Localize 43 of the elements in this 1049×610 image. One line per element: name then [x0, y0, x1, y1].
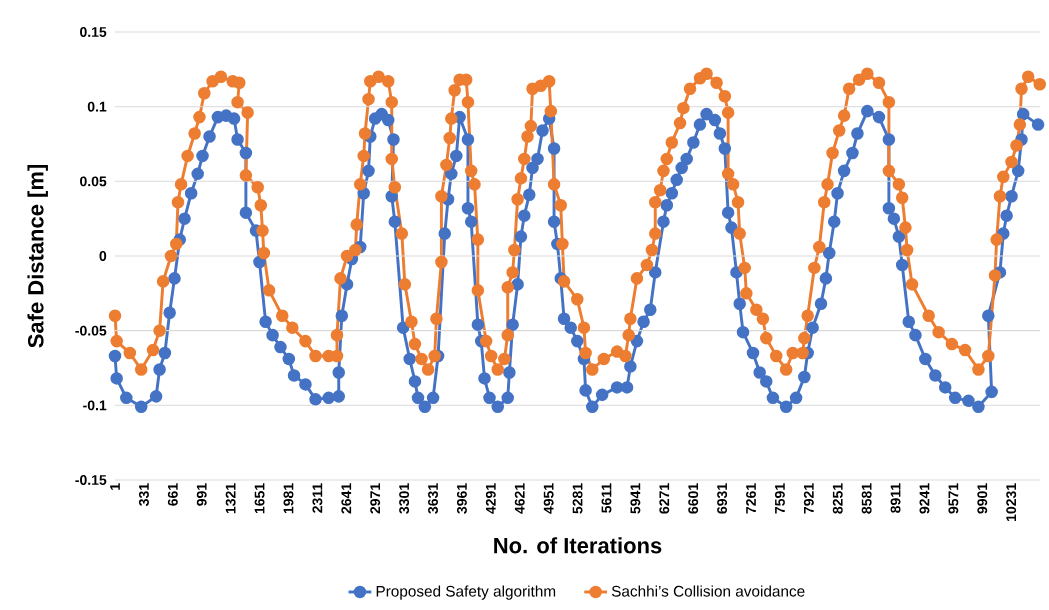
- x-tick-label: 7921: [803, 483, 814, 514]
- x-tick-label: 6601: [688, 483, 699, 514]
- x-tick-label: 4291: [485, 483, 496, 514]
- x-tick-label: 2641: [341, 483, 352, 514]
- x-tick-label: 9241: [919, 483, 930, 514]
- y-tick-label: -0.15: [75, 475, 107, 485]
- y-axis-title: Safe Distance [m]: [27, 164, 48, 348]
- x-tick-label: 8251: [832, 483, 843, 514]
- x-tick-label: 2311: [312, 483, 323, 513]
- y-tick-label: -0.1: [83, 400, 107, 411]
- x-tick-label: 7591: [774, 483, 785, 514]
- x-tick-label: 3961: [456, 483, 467, 514]
- x-tick-label: 9571: [948, 483, 959, 514]
- y-tick-label: 0.15: [80, 27, 107, 37]
- x-tick-label: 7261: [746, 483, 756, 514]
- legend-label: Proposed Safety algorithm: [376, 585, 556, 600]
- x-tick-label: 9901: [977, 483, 988, 514]
- x-tick-label: 6931: [717, 483, 728, 514]
- y-tick-label: 0: [99, 251, 107, 261]
- x-tick-label: 1651: [254, 483, 265, 514]
- y-tick-label: 0.1: [87, 101, 107, 112]
- x-tick-label: 5611: [601, 483, 612, 513]
- x-tick-label: 2971: [370, 483, 381, 514]
- x-tick-label: 3631: [428, 483, 438, 514]
- x-tick-label: 331: [138, 483, 149, 506]
- x-tick-label: 991: [196, 483, 207, 506]
- x-tick-label: 8911: [890, 483, 901, 513]
- x-tick-label: 4621: [514, 483, 525, 514]
- y-tick-label: -0.05: [75, 325, 107, 336]
- x-tick-label: 1: [110, 483, 120, 490]
- x-tick-label: 4951: [543, 483, 554, 514]
- x-tick-label: 5281: [572, 483, 583, 514]
- x-tick-label: 661: [167, 483, 178, 506]
- y-tick-label: 0.05: [80, 176, 107, 187]
- x-tick-label: 1981: [283, 483, 294, 514]
- x-axis-title: No. of Iterations: [494, 537, 662, 554]
- legend-label: Sachhi’s Collision avoidance: [611, 585, 805, 597]
- x-tick-label: 10231: [1006, 483, 1017, 521]
- x-tick-label: 1321: [225, 483, 236, 514]
- x-tick-label: 3301: [399, 483, 410, 514]
- x-tick-label: 6271: [659, 483, 670, 514]
- x-tick-label: 5941: [630, 483, 641, 514]
- x-tick-label: 8581: [861, 483, 872, 514]
